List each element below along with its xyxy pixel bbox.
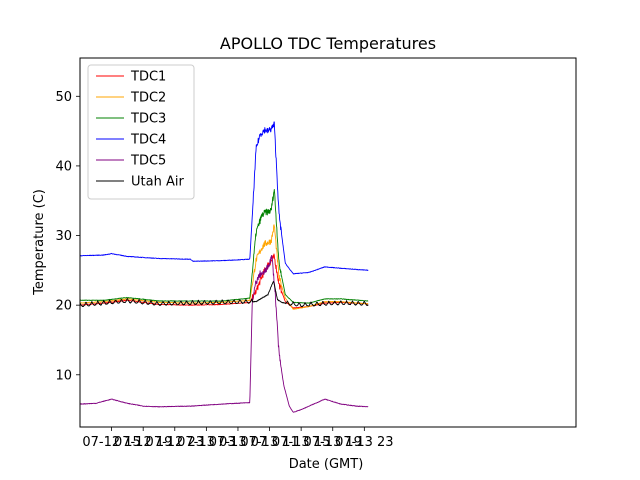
y-tick-label: 50 bbox=[55, 90, 72, 105]
x-axis-label: Date (GMT) bbox=[289, 457, 364, 472]
series-line-tdc4 bbox=[79, 121, 369, 275]
series-line-tdc5 bbox=[79, 254, 369, 413]
y-tick-label: 30 bbox=[55, 229, 72, 244]
x-tick-label: 07-12 23 bbox=[146, 435, 204, 450]
y-axis-label: Temperature (C) bbox=[32, 189, 47, 296]
legend: TDC1 TDC2 TDC3 TDC4 TDC5 Utah Air bbox=[87, 64, 195, 200]
x-tick-label: 07-13 23 bbox=[335, 435, 393, 450]
x-tick-label: 07-12 15 bbox=[82, 435, 140, 450]
x-tick-label: 07-12 19 bbox=[114, 435, 172, 450]
x-tick-label: 07-13 07 bbox=[209, 435, 267, 450]
y-tick-label: 40 bbox=[55, 159, 72, 174]
y-axis: 10 20 30 40 50 bbox=[55, 90, 80, 383]
series-line-tdc3 bbox=[79, 189, 369, 304]
x-tick-label: 07-13 19 bbox=[304, 435, 362, 450]
legend-label-tdc2: TDC2 bbox=[130, 91, 166, 106]
plot-frame bbox=[79, 57, 577, 428]
x-tick-label: 07-13 03 bbox=[177, 435, 235, 450]
chart-title: APOLLO TDC Temperatures bbox=[220, 34, 436, 53]
x-tick-label: 07-13 11 bbox=[240, 435, 298, 450]
legend-label-tdc3: TDC3 bbox=[130, 112, 166, 127]
series-line-utah-air bbox=[79, 281, 369, 308]
legend-label-tdc4: TDC4 bbox=[130, 133, 166, 148]
y-tick-label: 20 bbox=[55, 299, 72, 314]
y-tick-label: 10 bbox=[55, 368, 72, 383]
legend-label-tdc5: TDC5 bbox=[130, 154, 166, 169]
legend-box bbox=[87, 64, 195, 200]
legend-label-tdc1: TDC1 bbox=[130, 70, 166, 85]
x-tick-label: 07-13 15 bbox=[272, 435, 330, 450]
legend-label-utah-air: Utah Air bbox=[131, 175, 184, 190]
series-layer bbox=[79, 121, 369, 413]
